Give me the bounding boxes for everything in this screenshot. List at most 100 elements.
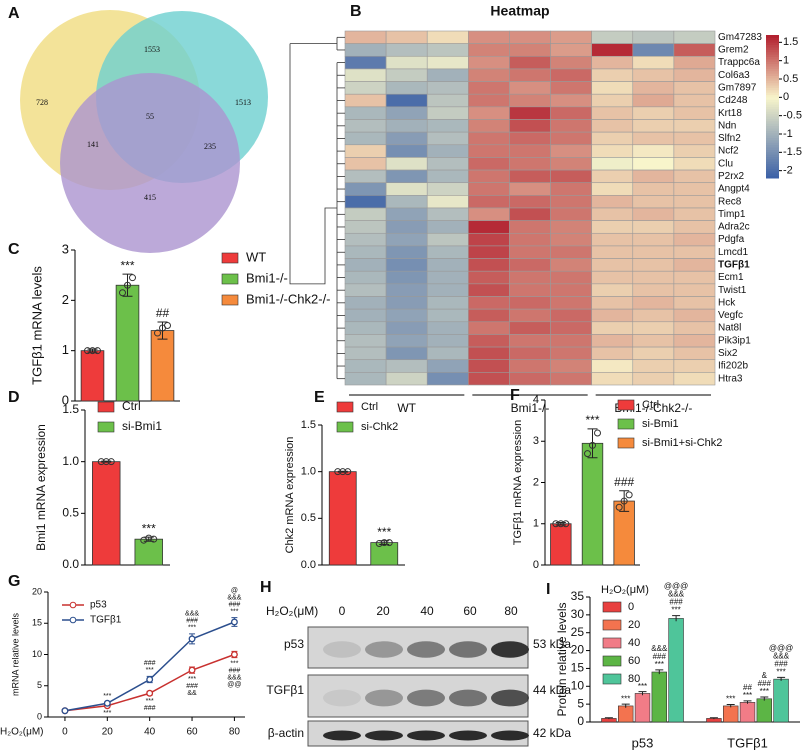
data-point <box>562 520 570 528</box>
x-tick-label: TGFβ1 <box>727 735 768 750</box>
blot-row-label: TGFβ1 <box>266 683 304 697</box>
heatmap-cell <box>632 207 675 221</box>
legend-swatch <box>602 619 622 631</box>
heatmap-cell <box>632 119 675 133</box>
y-tick-label: 15 <box>32 618 42 628</box>
heatmap-cell <box>385 144 428 158</box>
colorbar-step <box>766 49 779 53</box>
colorbar-step <box>766 89 779 93</box>
heatmap-cell <box>550 334 592 348</box>
y-tick-label: 20 <box>32 586 42 596</box>
heatmap-cell <box>550 55 592 70</box>
data-point <box>334 468 342 476</box>
heatmap-cell <box>426 169 469 184</box>
heatmap-cell <box>426 119 469 133</box>
heatmap-cell <box>385 359 428 373</box>
colorbar-step <box>766 151 779 155</box>
bar <box>150 330 175 402</box>
heatmap-cell <box>385 157 428 171</box>
significance: *** <box>726 695 735 704</box>
heatmap-cell <box>673 258 716 272</box>
legend-label: 40 <box>628 637 640 649</box>
heatmap-cell <box>550 81 592 95</box>
colorbar-step <box>766 73 779 77</box>
legend-label: si-Chk2 <box>361 421 398 433</box>
y-axis-label: Chk2 mRNA expression <box>284 437 296 554</box>
significance: *** <box>146 698 154 705</box>
blot-band <box>449 730 487 741</box>
colorbar-step <box>766 82 779 86</box>
heatmap-cell <box>550 169 592 184</box>
heatmap-cell <box>344 334 387 348</box>
heatmap-cell <box>468 245 510 259</box>
heatmap-cell <box>673 55 716 70</box>
significance: *** <box>230 608 238 615</box>
heatmap-cell <box>468 232 510 247</box>
data-point <box>589 441 596 449</box>
legend-marker <box>69 616 77 624</box>
y-tick-label: 3 <box>62 241 69 256</box>
colorbar-step <box>766 92 779 96</box>
significance: ## <box>743 683 752 692</box>
heatmap-cell <box>344 372 387 386</box>
heatmap-cell <box>385 232 428 247</box>
significance: &&& <box>227 674 241 681</box>
row-label: Krt18 <box>718 108 742 119</box>
heatmap-cell <box>632 321 675 335</box>
colorbar-step <box>766 54 779 57</box>
error-bar <box>726 704 735 708</box>
data-point <box>339 468 347 476</box>
heatmap-cell <box>468 220 510 234</box>
heatmap-cell <box>509 220 551 234</box>
heatmap-cell <box>632 283 675 297</box>
heatmap-cell <box>468 359 510 373</box>
heatmap-cell <box>673 372 716 386</box>
row-label: Htra3 <box>718 373 743 384</box>
heatmap-cell <box>550 195 592 209</box>
colorbar-step <box>766 75 779 79</box>
data-point <box>344 468 352 476</box>
error-bar <box>655 669 664 675</box>
heatmap-cell <box>426 359 469 373</box>
significance: ### <box>144 705 156 712</box>
row-label: Grem2 <box>718 45 749 56</box>
data-point <box>89 347 96 355</box>
heatmap-cell <box>509 321 551 335</box>
blot-band <box>365 641 403 658</box>
heatmap-cell <box>591 258 634 272</box>
heatmap-cell <box>344 359 387 373</box>
heatmap-cell <box>591 55 634 70</box>
heatmap-cell <box>344 119 387 133</box>
legend-label: si-Bmi1+si-Chk2 <box>642 437 722 449</box>
y-tick-label: 30 <box>571 607 585 621</box>
heatmap-cell <box>632 258 675 272</box>
legend-swatch <box>336 421 354 433</box>
heatmap-cell <box>550 232 592 247</box>
legend-title: H₂O₂(μM) <box>601 584 649 596</box>
heatmap-cell <box>385 220 428 234</box>
colorbar-step <box>766 132 779 136</box>
y-tick-label: 0.5 <box>62 506 79 520</box>
y-tick-label: 35 <box>571 589 585 603</box>
heatmap-cell <box>468 169 510 184</box>
heatmap-cell <box>632 106 675 120</box>
significance: ### <box>669 598 683 607</box>
blot-band <box>365 689 403 707</box>
heatmap-cell <box>426 195 469 209</box>
heatmap-cell <box>385 258 428 272</box>
error-bar <box>672 615 681 622</box>
significance: &&& <box>227 594 241 601</box>
heatmap-cell <box>632 308 675 323</box>
heatmap-cell <box>550 131 592 146</box>
significance: *** <box>146 667 154 674</box>
heatmap-cell <box>426 232 469 247</box>
heatmap-cell <box>426 157 469 171</box>
blot-band <box>407 689 445 707</box>
heatmap-cell <box>468 68 510 82</box>
y-axis-label: TGFβ1 mRNA expression <box>512 420 524 546</box>
error-bar <box>122 273 133 297</box>
colorbar-step <box>766 39 779 43</box>
heatmap-cell <box>673 270 716 285</box>
significance: &&& <box>651 644 668 653</box>
row-label: Ecm1 <box>718 272 744 283</box>
